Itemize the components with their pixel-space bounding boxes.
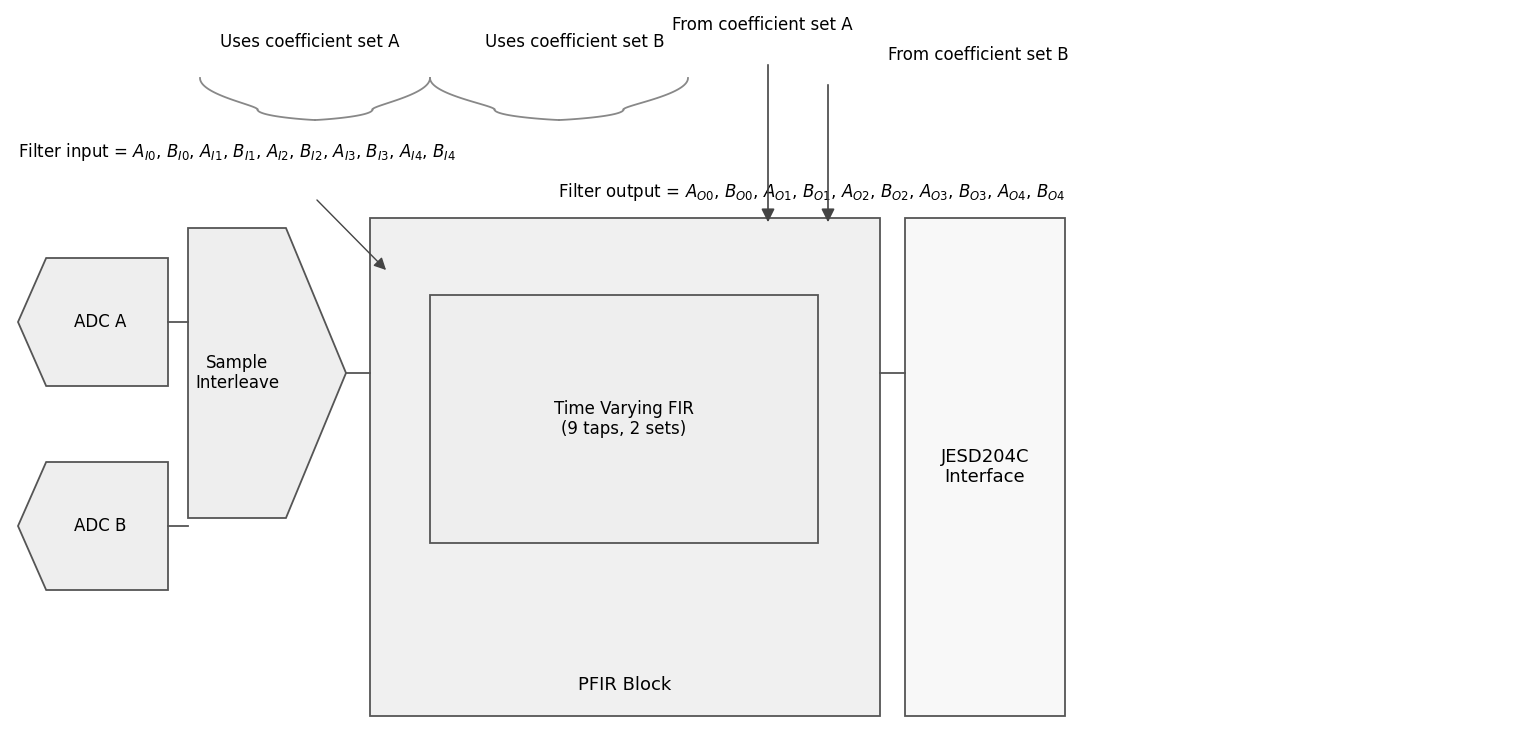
Text: Uses coefficient set A: Uses coefficient set A bbox=[221, 33, 399, 51]
Bar bbox=[430, 295, 819, 543]
Text: Filter input = $A_{I0}$, $B_{I0}$, $A_{I1}$, $B_{I1}$, $A_{I2}$, $B_{I2}$, $A_{I: Filter input = $A_{I0}$, $B_{I0}$, $A_{I… bbox=[18, 141, 455, 163]
Text: PFIR Block: PFIR Block bbox=[578, 676, 672, 694]
Polygon shape bbox=[18, 462, 168, 590]
Text: ADC B: ADC B bbox=[74, 517, 127, 535]
Text: From coefficient set B: From coefficient set B bbox=[888, 46, 1068, 64]
Bar bbox=[905, 218, 1065, 716]
Text: ADC A: ADC A bbox=[74, 313, 127, 331]
Bar bbox=[371, 218, 881, 716]
Text: Time Varying FIR
(9 taps, 2 sets): Time Varying FIR (9 taps, 2 sets) bbox=[554, 399, 694, 438]
Text: Sample
Interleave: Sample Interleave bbox=[195, 354, 278, 393]
Text: JESD204C
Interface: JESD204C Interface bbox=[941, 447, 1029, 486]
Text: From coefficient set A: From coefficient set A bbox=[672, 16, 852, 34]
Polygon shape bbox=[18, 258, 168, 386]
Text: Filter output = $A_{O0}$, $B_{O0}$, $A_{O1}$, $B_{O1}$, $A_{O2}$, $B_{O2}$, $A_{: Filter output = $A_{O0}$, $B_{O0}$, $A_{… bbox=[558, 181, 1065, 203]
Text: Uses coefficient set B: Uses coefficient set B bbox=[486, 33, 664, 51]
Polygon shape bbox=[188, 228, 346, 518]
